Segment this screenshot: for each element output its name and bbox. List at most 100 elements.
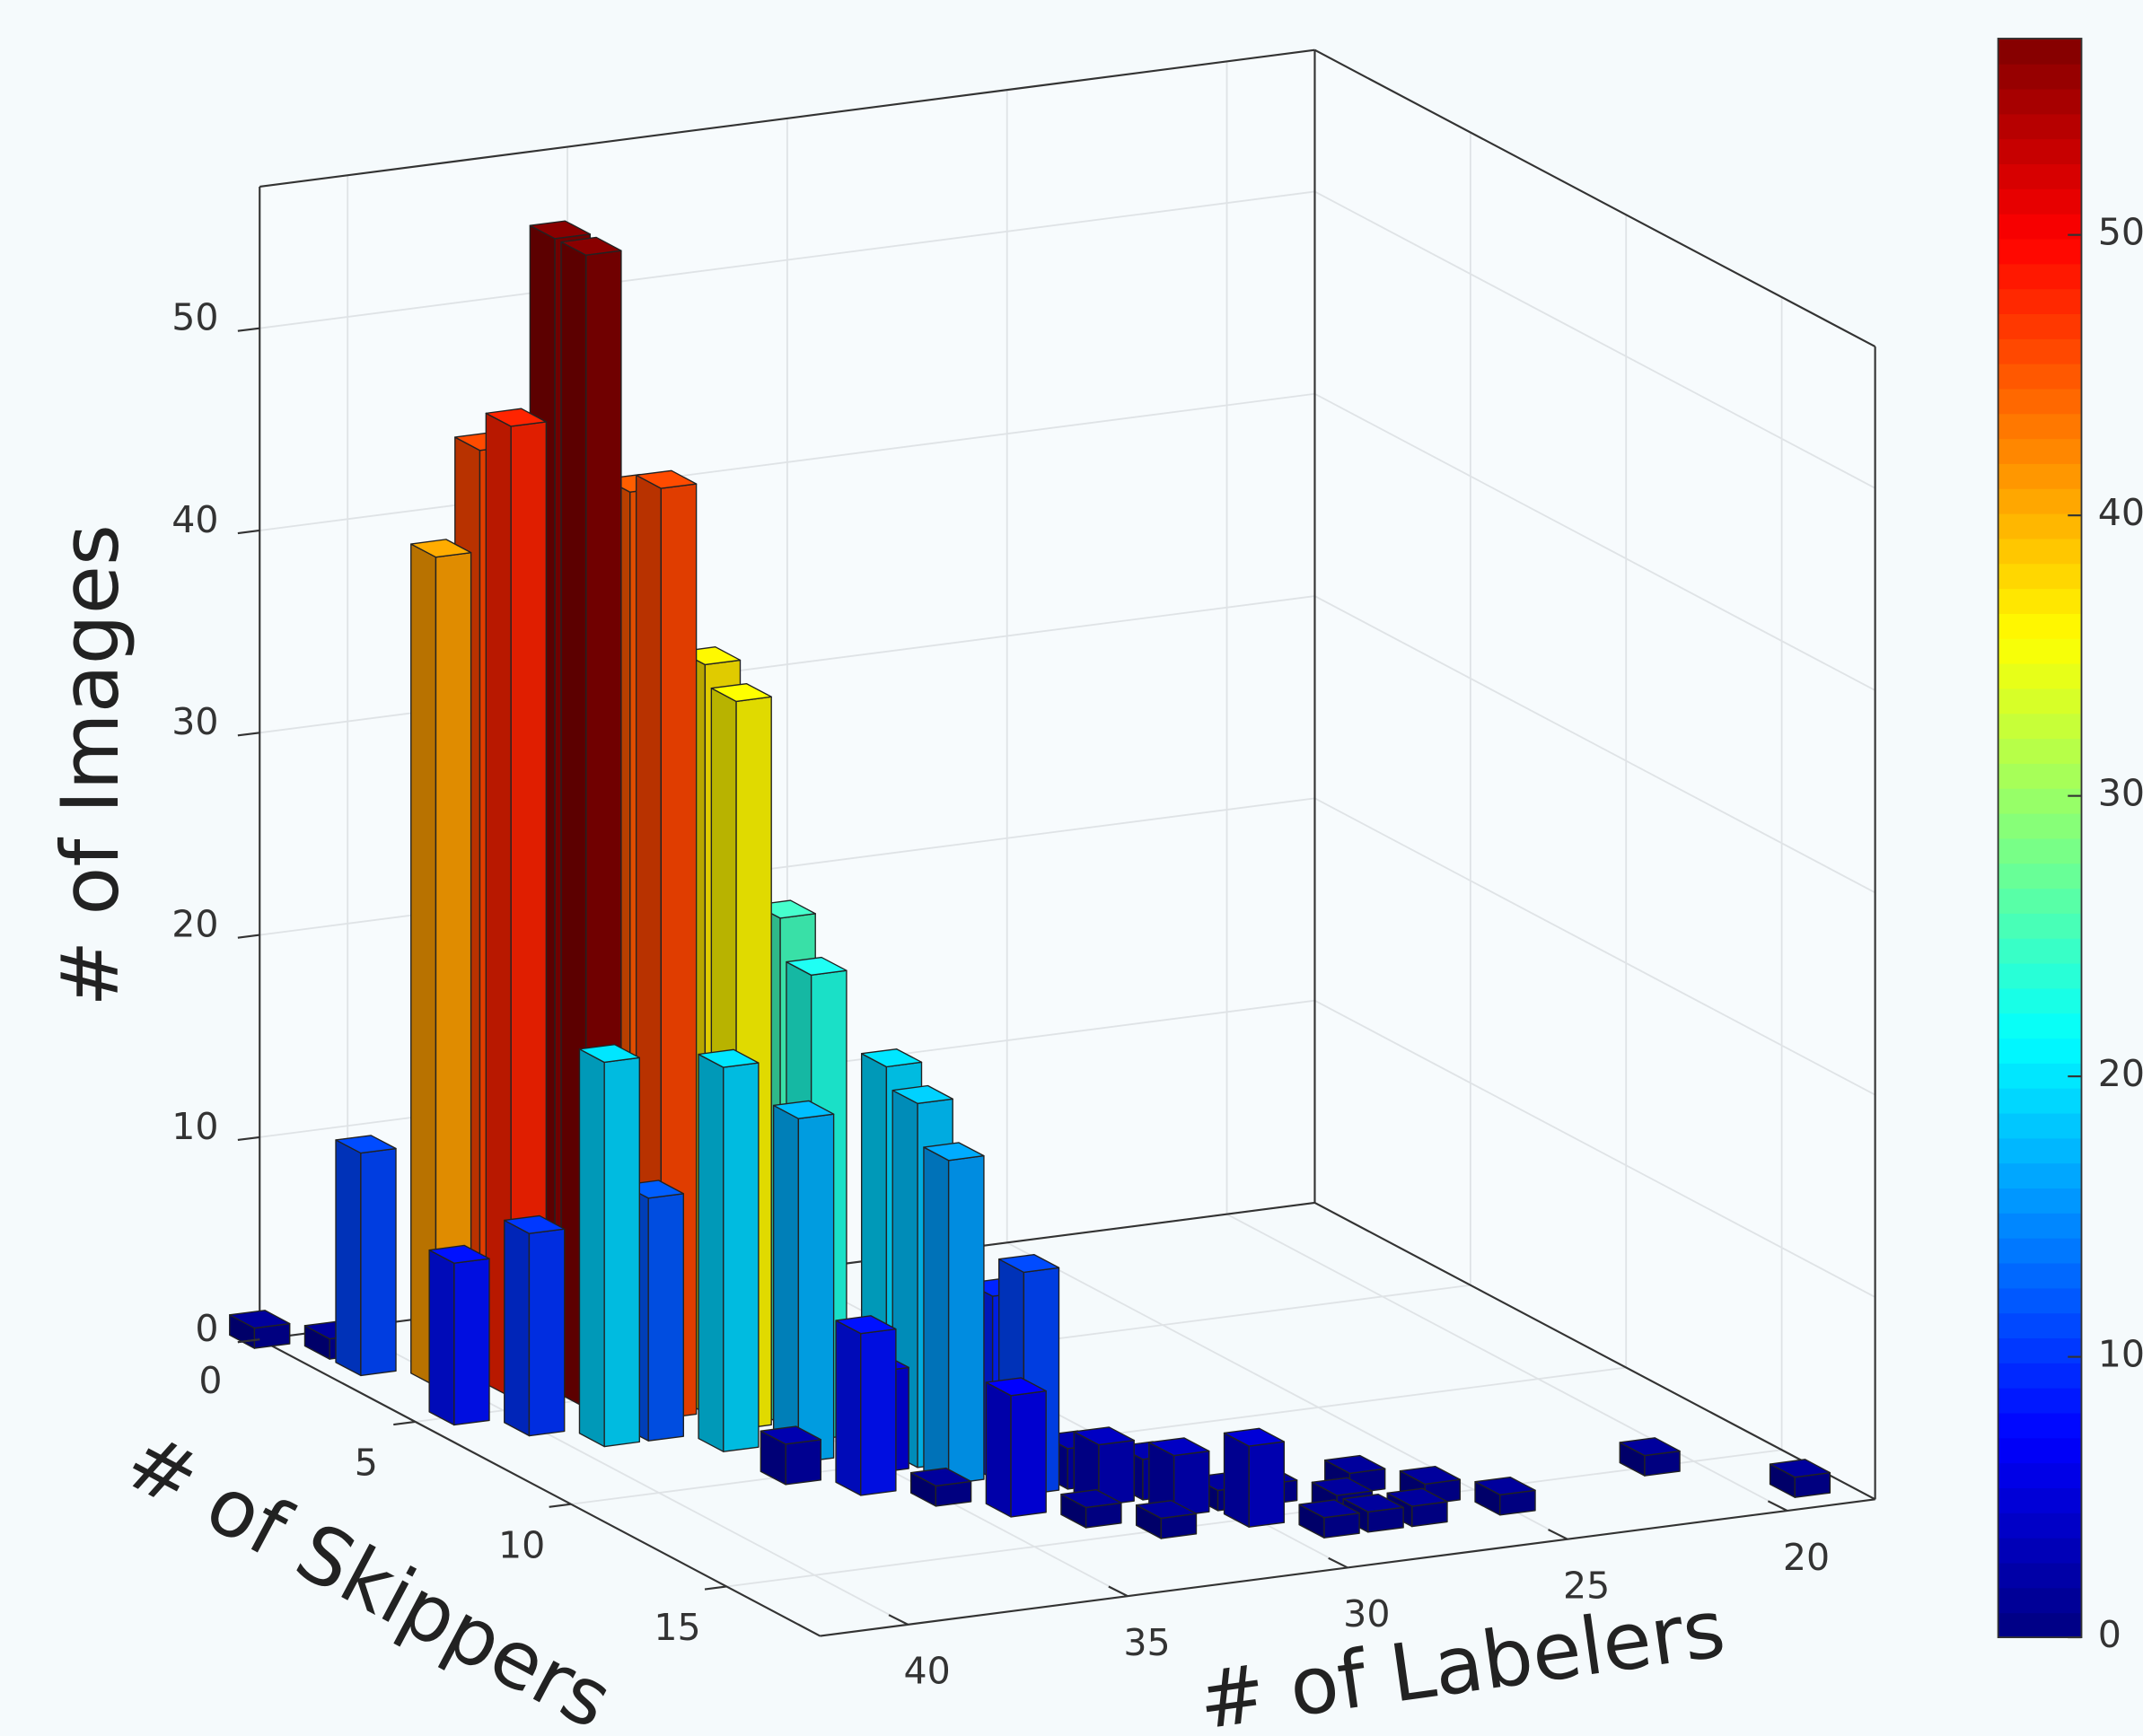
bar <box>1298 1499 1360 1539</box>
bar <box>1619 1437 1681 1477</box>
bar <box>410 539 472 1388</box>
colorbar-tick-label: 20 <box>2098 1052 2143 1095</box>
z-tick <box>237 934 260 939</box>
colorbar-segment <box>1998 463 2082 489</box>
colorbar-segment <box>1998 1013 2082 1039</box>
bar-side <box>428 1249 455 1426</box>
colorbar-segment <box>1998 662 2082 689</box>
y-tick-label: 5 <box>355 1442 378 1485</box>
colorbar-segment <box>1998 588 2082 614</box>
bar-top <box>485 408 548 427</box>
colorbar-segment <box>1998 613 2082 639</box>
z-tick-label: 0 <box>195 1307 218 1350</box>
bar-top <box>1148 1437 1210 1457</box>
z-axis-label: # of Images <box>44 524 136 1007</box>
colorbar-segment <box>1998 1387 2082 1414</box>
colorbar-segment <box>1998 1287 2082 1314</box>
y-tick-label: 15 <box>654 1606 700 1649</box>
colorbar-segment <box>1998 1262 2082 1289</box>
bar-top <box>1135 1499 1198 1520</box>
bar <box>760 1425 821 1486</box>
x-tick <box>1767 1500 1788 1512</box>
bar-side <box>1223 1432 1250 1528</box>
z-tick <box>237 732 260 737</box>
colorbar-segment <box>1998 1462 2082 1489</box>
bar-front <box>647 1193 684 1442</box>
bar <box>772 1100 835 1463</box>
bar <box>335 1135 397 1377</box>
bar-top <box>923 1142 985 1162</box>
bar-side <box>923 1146 950 1485</box>
bar-top <box>1073 1426 1135 1446</box>
colorbar-segment <box>1998 63 2082 90</box>
bars <box>229 220 1831 1539</box>
colorbar-segment <box>1998 163 2082 189</box>
bar-top <box>909 1467 972 1487</box>
x-tick <box>1108 1585 1129 1598</box>
bar-front <box>360 1147 397 1377</box>
colorbar-segment <box>1998 113 2082 140</box>
bar-top <box>891 1084 953 1104</box>
colorbar-segment <box>1998 637 2082 664</box>
z-tick-label: 20 <box>171 902 218 945</box>
bar-top <box>1769 1459 1831 1478</box>
colorbar-segment <box>1998 438 2082 464</box>
bar <box>1148 1437 1210 1517</box>
bar-side <box>835 1320 862 1496</box>
colorbar-segment <box>1998 538 2082 565</box>
colorbar-tick-label: 0 <box>2098 1613 2121 1656</box>
x-tick-label: 40 <box>903 1650 950 1693</box>
colorbar-segment <box>1998 1112 2082 1139</box>
colorbar-segment <box>1998 1038 2082 1064</box>
bar-side <box>578 1048 605 1448</box>
bar-top <box>1474 1476 1536 1495</box>
colorbar-segment <box>1998 238 2082 265</box>
bar-top <box>698 1048 760 1068</box>
colorbar-segment <box>1998 1362 2082 1389</box>
colorbar-segment <box>1998 513 2082 539</box>
colorbar-segment <box>1998 138 2082 165</box>
bar <box>1060 1488 1122 1529</box>
axis-line <box>259 48 1315 189</box>
side-wall <box>1314 49 1875 1500</box>
bar-top <box>1399 1465 1461 1486</box>
colorbar-segment <box>1998 263 2082 290</box>
colorbar-frame <box>1997 38 2083 1638</box>
y-tick <box>704 1585 727 1591</box>
colorbar-segment <box>1998 738 2082 764</box>
bar-front <box>528 1228 566 1437</box>
colorbar-segment <box>1998 987 2082 1014</box>
z-tick <box>237 327 260 332</box>
colorbar-segment <box>1998 787 2082 814</box>
bar-front <box>947 1154 985 1485</box>
bar-top <box>710 682 772 703</box>
bar-top <box>860 1048 923 1068</box>
colorbar-segment <box>1998 1087 2082 1114</box>
colorbar-segment <box>1998 563 2082 590</box>
bar-front <box>860 1328 897 1496</box>
colorbar-segment <box>1998 763 2082 789</box>
bar-front <box>1248 1441 1286 1528</box>
colorbar-segment <box>1998 1312 2082 1339</box>
x-tick <box>888 1614 909 1626</box>
colorbar-tick-label: 10 <box>2098 1333 2143 1376</box>
bar <box>909 1467 972 1507</box>
bar-top <box>1342 1493 1404 1513</box>
y-tick-label: 10 <box>498 1523 545 1566</box>
colorbar-segment <box>1998 188 2082 215</box>
bar <box>1073 1426 1135 1506</box>
bar <box>485 408 548 1398</box>
colorbar-segment <box>1998 1212 2082 1239</box>
bar-top <box>635 469 698 489</box>
colorbar-segment <box>1998 1162 2082 1189</box>
colorbar-segment <box>1998 1062 2082 1089</box>
bar <box>835 1315 897 1496</box>
bar-top <box>1298 1499 1360 1519</box>
colorbar-segment <box>1998 1612 2082 1638</box>
colorbar-segment <box>1998 1562 2082 1589</box>
z-tick-label: 10 <box>171 1105 218 1148</box>
colorbar-segment <box>1998 688 2082 715</box>
colorbar-segment <box>1998 388 2082 415</box>
bar-top <box>760 1425 821 1445</box>
colorbar-segment <box>1998 1237 2082 1264</box>
